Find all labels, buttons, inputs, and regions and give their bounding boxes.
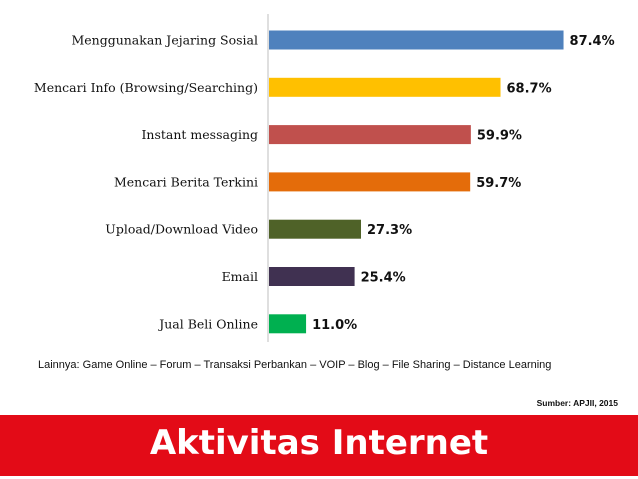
value-label: 68.7% — [507, 81, 552, 96]
other-activities-note: Lainnya: Game Online – Forum – Transaksi… — [38, 359, 552, 371]
banner-bottom-strip — [0, 476, 638, 479]
banner-title: Aktivitas Internet — [149, 423, 489, 463]
bar — [269, 219, 362, 239]
title-banner: Aktivitas Internet — [0, 415, 638, 479]
value-label: 11.0% — [312, 318, 357, 333]
bars-group — [269, 30, 564, 334]
category-labels-group: Menggunakan Jejaring Sosial Mencari Info … — [34, 33, 258, 332]
value-label: 59.9% — [477, 129, 522, 144]
value-label: 87.4% — [570, 34, 615, 49]
value-labels-group: 87.4% 68.7% 59.9% 59.7% 27.3% 25.4% 11.0% — [312, 34, 615, 333]
category-label: Upload/Download Video — [105, 222, 258, 237]
bar — [269, 314, 307, 334]
category-label: Email — [222, 269, 258, 284]
bar — [269, 172, 471, 192]
source-credit: Sumber: APJII, 2015 — [536, 398, 618, 408]
category-label: Mencari Info (Browsing/Searching) — [34, 80, 258, 95]
category-label: Jual Beli Online — [157, 316, 258, 331]
value-label: 27.3% — [367, 223, 412, 238]
category-label: Menggunakan Jejaring Sosial — [71, 33, 258, 48]
category-label: Mencari Berita Terkini — [114, 174, 258, 189]
bar — [269, 125, 471, 145]
value-label: 25.4% — [361, 271, 406, 286]
bar — [269, 30, 564, 50]
value-label: 59.7% — [476, 176, 521, 191]
bar-chart: Menggunakan Jejaring Sosial Mencari Info … — [34, 14, 615, 342]
bar — [269, 77, 501, 97]
category-label: Instant messaging — [141, 127, 258, 142]
bar — [269, 267, 355, 286]
